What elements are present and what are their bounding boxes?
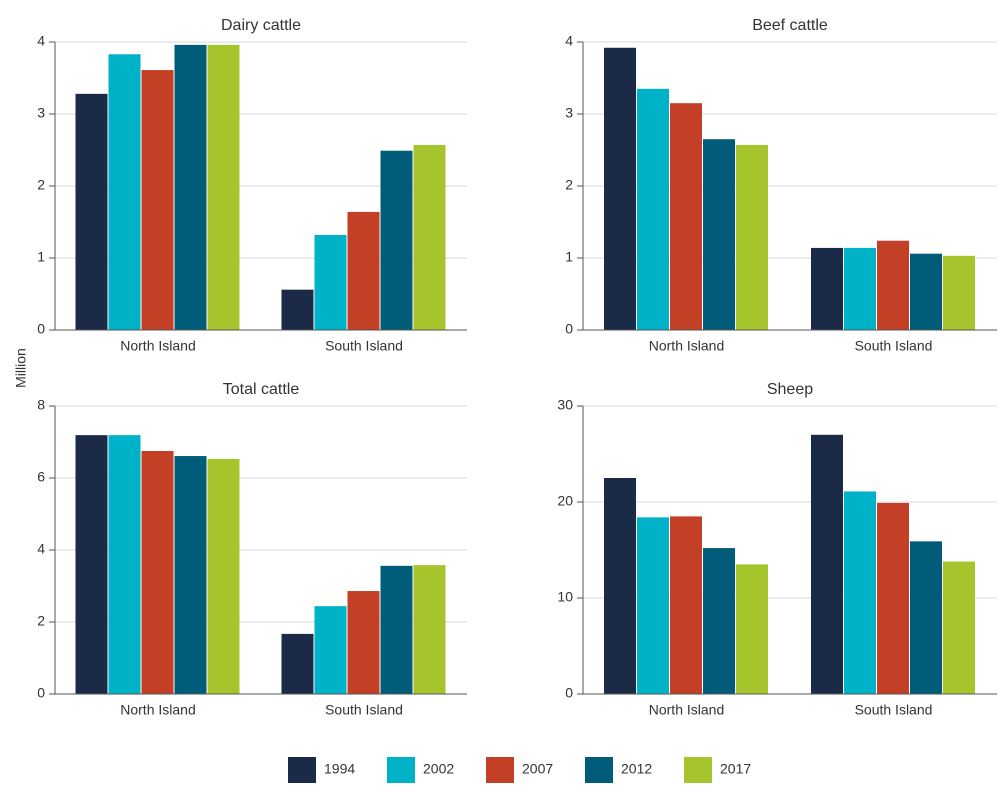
bar xyxy=(108,435,141,694)
y-tick-label: 0 xyxy=(565,685,573,701)
x-tick-label: North Island xyxy=(120,338,195,354)
x-tick-label: South Island xyxy=(325,338,403,354)
legend-swatch xyxy=(486,757,514,783)
bar xyxy=(281,633,314,694)
chart-panel: Dairy cattle 0 1 2 3 4 North Island South Islan… xyxy=(37,17,467,354)
bar xyxy=(604,47,636,330)
bar xyxy=(207,44,240,330)
chart-panel: Beef cattle 0 1 2 3 4 North Island South Island xyxy=(565,17,997,354)
y-tick-label: 0 xyxy=(37,685,45,701)
x-tick-label: South Island xyxy=(855,338,933,354)
chart-panel: Sheep 0 10 20 30 North Island South Island xyxy=(557,381,997,718)
bar xyxy=(141,70,174,330)
bar xyxy=(703,139,735,330)
chart-title: Dairy cattle xyxy=(221,17,301,34)
bar xyxy=(943,561,975,694)
legend-swatch xyxy=(684,757,712,783)
bar xyxy=(877,240,909,330)
y-tick-label: 20 xyxy=(557,493,573,509)
y-tick-label: 30 xyxy=(557,397,573,413)
bar xyxy=(108,54,141,331)
bar xyxy=(314,234,347,330)
legend-swatch xyxy=(288,757,316,783)
bar xyxy=(413,144,446,330)
bar xyxy=(75,93,108,330)
legend-label: 2002 xyxy=(423,761,454,777)
bar xyxy=(347,591,380,694)
bar xyxy=(380,565,413,694)
x-tick-label: North Island xyxy=(649,702,724,718)
y-tick-label: 8 xyxy=(37,397,45,413)
x-tick-label: North Island xyxy=(120,702,195,718)
bar xyxy=(811,434,843,694)
legend-label: 2017 xyxy=(720,761,751,777)
bar xyxy=(670,516,702,694)
bar xyxy=(637,88,669,330)
y-tick-label: 10 xyxy=(557,589,573,605)
y-tick-label: 2 xyxy=(565,177,573,193)
bar xyxy=(910,253,942,330)
bar xyxy=(637,517,669,694)
bar xyxy=(670,103,702,330)
y-tick-label: 1 xyxy=(37,249,45,265)
bar xyxy=(141,451,174,694)
bar xyxy=(413,565,446,694)
bar xyxy=(703,548,735,694)
bar xyxy=(380,150,413,330)
bar xyxy=(811,247,843,330)
bar xyxy=(347,211,380,330)
chart-title: Total cattle xyxy=(223,381,300,398)
y-tick-label: 3 xyxy=(565,105,573,121)
bar xyxy=(174,44,207,330)
bar xyxy=(910,541,942,694)
y-tick-label: 4 xyxy=(37,33,45,49)
bar xyxy=(207,458,240,694)
y-tick-label: 1 xyxy=(565,249,573,265)
legend-label: 2007 xyxy=(522,761,553,777)
y-tick-label: 2 xyxy=(37,613,45,629)
y-tick-label: 2 xyxy=(37,177,45,193)
bar xyxy=(844,491,876,694)
chart-title: Beef cattle xyxy=(752,17,828,34)
y-tick-label: 0 xyxy=(37,321,45,337)
x-tick-label: North Island xyxy=(649,338,724,354)
bar xyxy=(314,606,347,694)
bar xyxy=(877,502,909,694)
bar xyxy=(174,456,207,694)
bar xyxy=(75,435,108,694)
y-tick-label: 6 xyxy=(37,469,45,485)
y-tick-label: 0 xyxy=(565,321,573,337)
bar xyxy=(736,564,768,694)
legend: 1994 2002 2007 2012 2017 xyxy=(288,757,751,783)
bar xyxy=(844,247,876,330)
chart-title: Sheep xyxy=(767,381,813,398)
legend-label: 1994 xyxy=(324,761,355,777)
legend-swatch xyxy=(387,757,415,783)
y-axis-label: Million xyxy=(13,348,29,388)
chart-panel: Total cattle 0 2 4 6 8 North Island South Islan… xyxy=(37,381,467,718)
bar xyxy=(604,478,636,694)
y-tick-label: 4 xyxy=(565,33,573,49)
legend-label: 2012 xyxy=(621,761,652,777)
bar xyxy=(281,289,314,330)
bar xyxy=(943,255,975,330)
x-tick-label: South Island xyxy=(325,702,403,718)
y-tick-label: 3 xyxy=(37,105,45,121)
x-tick-label: South Island xyxy=(855,702,933,718)
legend-swatch xyxy=(585,757,613,783)
bar xyxy=(736,144,768,330)
y-tick-label: 4 xyxy=(37,541,45,557)
